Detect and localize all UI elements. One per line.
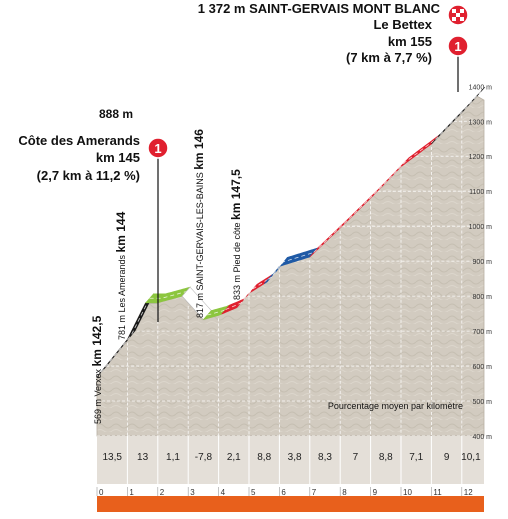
waypoint-km: km 147,5	[229, 169, 243, 220]
altitude-tick-label: 1000 m	[469, 224, 493, 231]
km-tick-label: 1	[129, 488, 134, 497]
gradient-value-label: -7,8	[195, 452, 213, 463]
km-tick-label: 4	[221, 488, 226, 497]
altitude-axis: 400 m 500 m 600 m 700 m 800 m 900 m 1000 m 1100…	[469, 84, 493, 441]
waypoint-label: 781 m Les Amerands km 144	[114, 211, 128, 340]
km-tick-label: 8	[342, 488, 347, 497]
summit-1-altitude: 888 m	[99, 107, 133, 121]
waypoint-km: km 144	[114, 211, 128, 252]
gradient-caption: Pourcentage moyen par kilomètre	[328, 401, 463, 411]
waypoint-label: 833 m Pied de côte km 147,5	[229, 169, 243, 300]
gradient-band-bg	[97, 436, 484, 484]
km-label-strip	[97, 487, 484, 496]
road-centerline	[225, 278, 269, 310]
waypoint-labels: 569 m Verxex km 142,5 781 m Les Amerands …	[90, 129, 243, 424]
road-centerline	[149, 291, 187, 299]
km-tick-label: 3	[190, 488, 195, 497]
km-tick-label: 7	[312, 488, 317, 497]
summit-2-km: km 155	[388, 34, 432, 49]
finish-flag-icon	[447, 4, 469, 26]
summit-1-callout: 888 m Côte des Amerands km 145 (2,7 km à…	[18, 107, 169, 322]
gradient-band: 13,5 13 1,1 -7,8 2,1 8,8 3,8 8,3 7 8,8 7,1 9 10,1	[97, 436, 484, 484]
summit-1-climb-stats: (2,7 km à 11,2 %)	[37, 168, 140, 183]
altitude-tick-label: 800 m	[473, 294, 493, 301]
gradient-value-label: 7,1	[409, 452, 423, 463]
km-tick-label: 0	[99, 488, 104, 497]
gradient-value-label: 1,1	[166, 452, 180, 463]
altitude-tick-label: 700 m	[473, 329, 493, 336]
summit-2-climb-stats: (7 km à 7,7 %)	[346, 50, 432, 65]
gradient-value-label: 9	[444, 452, 450, 463]
waypoint-name: 833 m Pied de côte	[232, 220, 242, 300]
summit-2-callout: 1 372 m SAINT-GERVAIS MONT BLANC Le Bett…	[198, 1, 469, 92]
waypoint-km: km 142,5	[90, 315, 104, 366]
altitude-tick-label: 1300 m	[469, 119, 493, 126]
road-centerline	[185, 291, 208, 316]
km-tick-label: 10	[403, 488, 412, 497]
gradient-value-label: 8,3	[318, 452, 332, 463]
summit-2-altitude-name: 1 372 m SAINT-GERVAIS MONT BLANC	[198, 1, 441, 16]
summit-2-location: Le Bettex	[373, 17, 432, 32]
waypoint-km: km 146	[192, 129, 206, 170]
gradient-value-label: 13	[137, 452, 149, 463]
summit-2-category-number: 1	[454, 39, 461, 54]
km-axis: 0 1 2 3 4 5 6 7 8 9 10 11 12	[96, 487, 484, 512]
altitude-tick-label: 1100 m	[469, 189, 492, 196]
waypoint-name: 817 m SAINT-GERVAIS-LES-BAINS	[195, 170, 205, 318]
altitude-tick-label: 600 m	[473, 364, 493, 371]
altitude-tick-label: 1200 m	[469, 154, 493, 161]
gradient-value-label: 2,1	[227, 452, 241, 463]
waypoint-name: 569 m Verxex	[93, 366, 103, 424]
summit-2-category-badge	[447, 35, 469, 57]
summit-1-km: km 145	[96, 150, 140, 165]
road-centerline	[207, 309, 226, 316]
km-tick-label: 2	[160, 488, 165, 497]
altitude-tick-label: 500 m	[473, 399, 493, 406]
waypoint-label: 817 m SAINT-GERVAIS-LES-BAINS km 146	[192, 129, 206, 318]
km-tick-label: 5	[251, 488, 256, 497]
road-centerline	[313, 139, 436, 253]
km-tick-label: 12	[464, 488, 473, 497]
gradient-value-label: 8,8	[379, 452, 393, 463]
altitude-tick-label: 900 m	[473, 259, 493, 266]
gradient-value-label: 8,8	[257, 452, 271, 463]
km-tick-label: 9	[373, 488, 378, 497]
road-centerline	[435, 91, 482, 140]
summit-1-name: Côte des Amerands	[18, 133, 140, 148]
waypoint-label: 569 m Verxex km 142,5	[90, 315, 104, 424]
waypoint-name: 781 m Les Amerands	[117, 252, 127, 340]
gradient-value-label: 10,1	[461, 452, 481, 463]
summit-1-category-badge	[147, 137, 169, 159]
altitude-tick-label: 1400 m	[469, 84, 493, 91]
km-tick-label: 11	[433, 488, 442, 497]
gradient-value-label: 3,8	[288, 452, 302, 463]
gradient-value-label: 13,5	[102, 452, 122, 463]
km-tick-label: 6	[281, 488, 286, 497]
gradient-value-label: 7	[353, 452, 359, 463]
summit-1-category-number: 1	[154, 141, 161, 156]
altitude-tick-label: 400 m	[473, 434, 493, 441]
road-centerline	[267, 252, 314, 280]
road-profile	[96, 86, 486, 378]
